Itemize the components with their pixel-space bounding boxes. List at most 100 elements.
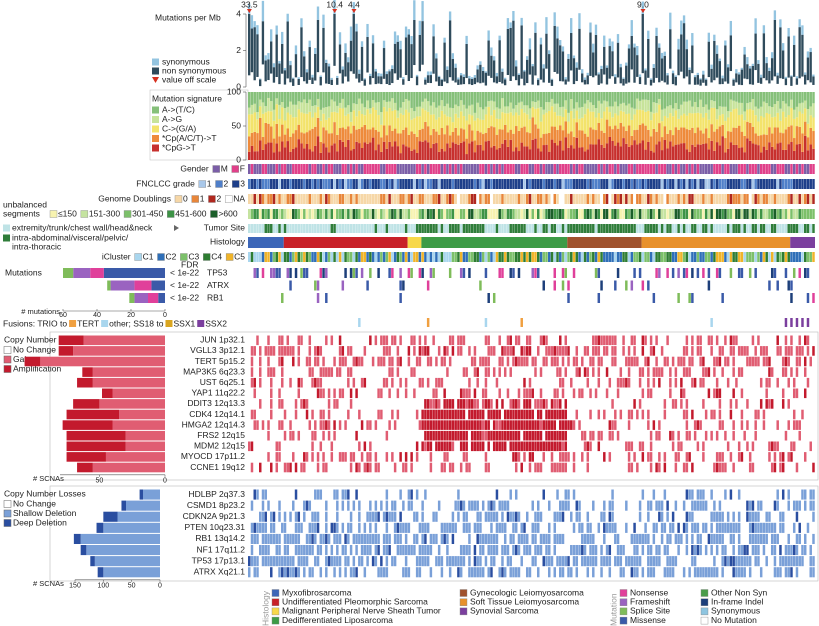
cna-cell (660, 533, 664, 544)
track-cell (570, 194, 573, 204)
legend-label: M (221, 163, 228, 173)
signature-bar (704, 128, 708, 144)
cna-cell (374, 522, 378, 533)
cna-cell (443, 462, 446, 473)
cna-cell (575, 346, 579, 356)
track-cell (630, 194, 634, 204)
cna-cell (514, 356, 518, 367)
legend-swatch (191, 195, 199, 203)
track-cell (702, 209, 705, 219)
signature-bar (360, 103, 364, 114)
tmb-bar (473, 77, 477, 85)
track-cell (556, 224, 559, 233)
track-cell (336, 252, 339, 262)
track-cell (424, 252, 427, 262)
track-cell (432, 164, 435, 174)
legend-swatch (3, 519, 12, 527)
cna-cell (696, 335, 700, 346)
cna-cell (809, 567, 812, 578)
legend-swatch (224, 195, 233, 203)
cna-cell (583, 346, 587, 356)
signature-bar (693, 92, 697, 102)
signature-bar (426, 142, 430, 160)
cna-cell (297, 346, 301, 356)
legend-swatch (152, 106, 159, 114)
signature-bar (572, 118, 576, 137)
cna-cell (297, 567, 301, 578)
track-cell (592, 164, 595, 174)
cna-cell (253, 388, 256, 399)
cna-cell (531, 522, 534, 533)
cna-cell (746, 356, 749, 367)
tmb-bar-syn (435, 53, 438, 59)
track-cell (790, 224, 793, 233)
track-cell (545, 252, 548, 262)
cna-cell (622, 567, 625, 578)
legend-label: extremity/trunk/chest wall/head&neck (12, 222, 153, 232)
tmb-bar-syn (402, 77, 405, 80)
cna-cell (446, 545, 449, 556)
cna-cell (792, 388, 796, 399)
track-cell (696, 164, 700, 174)
cna-cell (746, 441, 749, 452)
track-cell (586, 224, 590, 233)
legend-label: TERT (77, 318, 99, 328)
cna-cell (740, 420, 744, 430)
cna-cell (647, 452, 650, 462)
track-cell (311, 164, 314, 174)
cna-cell (779, 545, 782, 556)
signature-bar (512, 108, 515, 116)
signature-bar (682, 113, 686, 128)
track-cell (292, 179, 295, 189)
cna-cell (652, 533, 656, 544)
signature-bar (680, 115, 683, 128)
tmb-bar (644, 70, 647, 85)
cna-cell (492, 430, 496, 441)
cna-cell (501, 545, 504, 556)
track-cell (275, 164, 279, 174)
cna-cell (781, 452, 785, 462)
cna-cell (608, 335, 612, 346)
legend-label: SSX2 (205, 318, 227, 328)
cna-cell (553, 420, 556, 430)
signature-bar (658, 92, 661, 99)
track-cell (371, 252, 375, 262)
tmb-bar-syn (669, 12, 672, 30)
tmb-bar (680, 34, 683, 72)
tmb-bar (426, 75, 430, 83)
signature-bar (627, 125, 631, 147)
cna-cell (481, 545, 485, 556)
track-cell (448, 179, 452, 189)
signature-bar (377, 92, 380, 103)
track-cell (702, 179, 705, 189)
cna-cell (795, 567, 799, 578)
cna-cell (421, 377, 424, 388)
signature-bar (289, 101, 292, 115)
cna-cell (520, 441, 523, 452)
cna-cell (506, 356, 510, 367)
track-cell (358, 224, 361, 233)
cna-cell (559, 452, 562, 462)
cna-cell (718, 500, 722, 511)
signature-bar (550, 126, 554, 140)
tmb-bar (391, 68, 394, 84)
cna-cell (294, 409, 298, 420)
track-cell (391, 179, 394, 189)
track-cell (308, 194, 312, 204)
track-cell (407, 209, 411, 219)
track-cell (366, 194, 369, 204)
track-cell (443, 179, 446, 189)
cna-cell (289, 377, 292, 388)
cna-cell (327, 388, 331, 399)
mutation-cell (770, 268, 774, 278)
signature-bar (308, 92, 312, 100)
tmb-bar (746, 64, 749, 80)
cna-cell (765, 346, 768, 356)
track-cell (305, 179, 309, 189)
cna-cell (649, 441, 653, 452)
track-cell (358, 194, 361, 204)
signature-bar (421, 128, 424, 142)
track-cell (415, 209, 419, 219)
cna-cell (773, 556, 777, 567)
mutation-cell (316, 280, 320, 291)
